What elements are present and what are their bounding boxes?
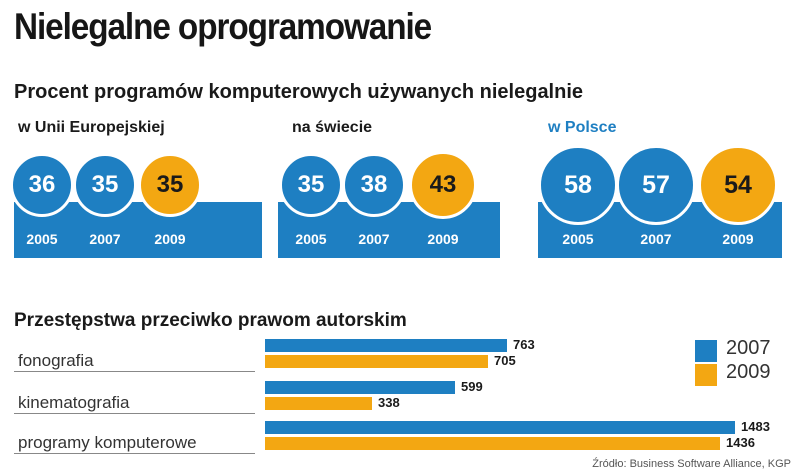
- group-label-poland: w Polsce: [548, 119, 617, 136]
- legend-label-2007: 2007: [726, 337, 771, 359]
- bar-value-2009-2: 1436: [726, 435, 755, 450]
- bar-value-2007-2: 1483: [741, 419, 770, 434]
- value-circle-2-2005: 58: [538, 145, 618, 225]
- bar-value-2007-1: 599: [461, 379, 483, 394]
- bar-2007-2: [265, 421, 735, 434]
- category-leader-line-2: [14, 453, 255, 454]
- source-note: Źródło: Business Software Alliance, KGP: [592, 458, 791, 470]
- bar-2009-1: [265, 397, 372, 410]
- value-circle-2-2009: 54: [698, 145, 778, 225]
- page-title: Nielegalne oprogramowanie: [14, 6, 432, 47]
- year-label-1-2007: 2007: [358, 231, 390, 247]
- bar-2009-0: [265, 355, 488, 368]
- value-circle-1-2009: 43: [409, 151, 477, 219]
- bar-value-2007-0: 763: [513, 337, 535, 352]
- group-label-world: na świecie: [292, 119, 373, 136]
- bar-value-2009-0: 705: [494, 353, 516, 368]
- bar-2007-1: [265, 381, 455, 394]
- chart2-title: Przestępstwa przeciwko prawom autorskim: [14, 310, 407, 331]
- legend-swatch-2009: [695, 364, 717, 386]
- legend-label-2009: 2009: [726, 361, 771, 383]
- chart1-title: Procent programów komputerowych używanyc…: [14, 81, 584, 103]
- value-circle-0-2005: 36: [10, 153, 74, 217]
- year-label-2-2007: 2007: [640, 231, 672, 247]
- bar-2007-0: [265, 339, 507, 352]
- year-label-0-2005: 2005: [26, 231, 58, 247]
- value-circle-1-2007: 38: [342, 153, 406, 217]
- group-label-eu: w Unii Europejskiej: [18, 119, 165, 136]
- category-leader-line-0: [14, 371, 255, 372]
- bar-2009-2: [265, 437, 720, 450]
- value-circle-2-2007: 57: [616, 145, 696, 225]
- year-label-2-2005: 2005: [562, 231, 594, 247]
- category-label-2: programy komputerowe: [18, 433, 197, 452]
- bar-value-2009-1: 338: [378, 395, 400, 410]
- value-circle-0-2009: 35: [138, 153, 202, 217]
- year-label-1-2005: 2005: [295, 231, 327, 247]
- year-label-1-2009: 2009: [427, 231, 459, 247]
- legend-swatch-2007: [695, 340, 717, 362]
- category-leader-line-1: [14, 413, 255, 414]
- category-label-0: fonografia: [18, 351, 94, 370]
- year-label-0-2009: 2009: [154, 231, 186, 247]
- value-circle-0-2007: 35: [73, 153, 137, 217]
- category-label-1: kinematografia: [18, 393, 130, 412]
- value-circle-1-2005: 35: [279, 153, 343, 217]
- year-label-2-2009: 2009: [722, 231, 754, 247]
- year-label-0-2007: 2007: [89, 231, 121, 247]
